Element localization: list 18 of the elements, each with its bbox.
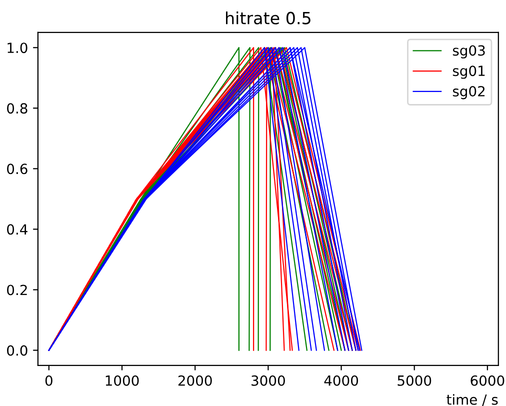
- x-tick-label: 1000: [106, 375, 139, 386]
- legend-label: sg03: [452, 45, 485, 58]
- x-tick-label: 2000: [178, 375, 212, 386]
- x-axis-title: time / s: [446, 394, 498, 406]
- y-tick-label: 0.6: [7, 164, 28, 174]
- legend-label: sg01: [452, 66, 485, 79]
- legend-label: sg02: [452, 86, 485, 100]
- y-tick-label: 0.4: [7, 224, 28, 235]
- y-tick-label: 1.0: [8, 42, 28, 54]
- y-tick-label: 0.2: [7, 284, 27, 296]
- x-tick-label: 6000: [470, 375, 504, 386]
- x-tick-label: 4000: [324, 375, 358, 386]
- x-tick-label: 0: [45, 375, 52, 386]
- x-tick-label: 3000: [252, 375, 285, 386]
- chart-title: hitrate 0.5: [226, 11, 310, 24]
- y-tick-label: 0.0: [7, 345, 28, 356]
- y-tick-label: 0.8: [7, 103, 28, 114]
- x-tick-label: 5000: [398, 375, 432, 386]
